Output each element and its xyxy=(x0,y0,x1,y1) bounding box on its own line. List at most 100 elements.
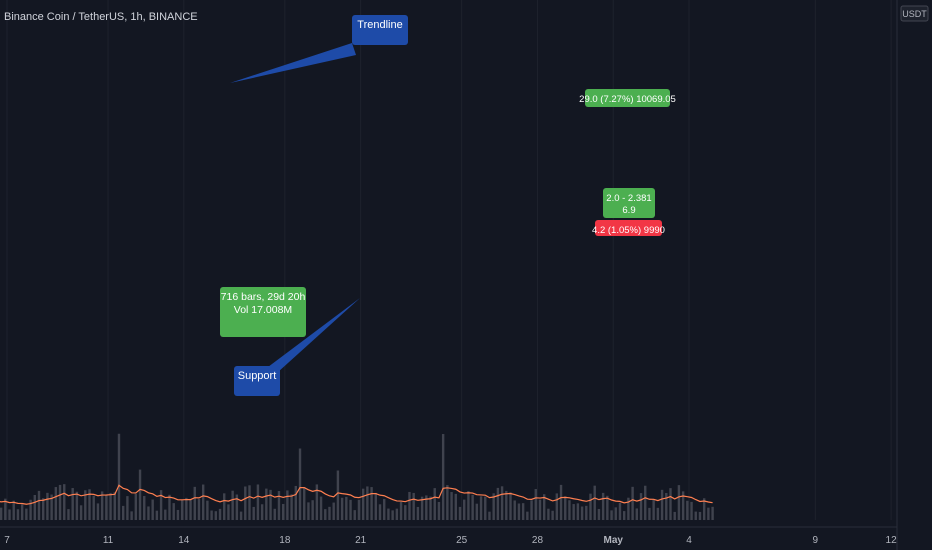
volume-bar xyxy=(244,486,247,520)
volume-bar xyxy=(214,511,218,520)
time-tick-label: 7 xyxy=(4,535,10,546)
volume-bar xyxy=(538,499,542,520)
volume-bar xyxy=(622,511,626,520)
volume-bar xyxy=(702,498,706,520)
volume-bar xyxy=(311,500,314,520)
volume-bar xyxy=(357,499,361,520)
volume-bar xyxy=(597,508,601,520)
volume-bar xyxy=(593,485,596,520)
volume-bar xyxy=(130,511,133,520)
volume-bar xyxy=(395,508,399,520)
volume-bar xyxy=(113,492,116,520)
volume-bar xyxy=(345,496,348,520)
volume-bar xyxy=(307,502,310,520)
volume-bar xyxy=(294,485,298,520)
price-axis xyxy=(897,0,932,550)
volume-bar xyxy=(601,492,605,520)
target-label xyxy=(585,89,670,107)
volume-bar xyxy=(16,509,20,520)
volume-bar xyxy=(54,487,58,520)
volume-bar xyxy=(12,500,15,520)
volume-bar xyxy=(29,499,32,520)
volume-bar xyxy=(589,493,592,520)
volume-bar xyxy=(117,433,121,520)
volume-bar xyxy=(164,509,167,520)
volume-bar xyxy=(542,494,546,520)
volume-bar xyxy=(698,511,702,520)
volume-bar xyxy=(84,490,87,520)
volume-bar xyxy=(686,500,689,520)
volume-bar xyxy=(425,495,428,520)
volume-bar xyxy=(197,499,201,520)
volume-bar xyxy=(673,511,676,520)
risk-reward-label-text: 2.0 - 2.381 xyxy=(606,193,651,204)
volume-bar xyxy=(450,492,453,520)
volume-bar xyxy=(176,509,180,520)
volume-bar xyxy=(201,484,205,520)
stop-label-text: 4.2 (1.05%) 9990 xyxy=(592,225,665,236)
volume-bar xyxy=(58,484,62,520)
currency-label: USDT xyxy=(902,9,927,19)
volume-ma-line xyxy=(0,484,713,505)
volume-bar xyxy=(159,490,163,520)
volume-bar xyxy=(231,490,234,520)
volume-bar xyxy=(235,494,239,520)
volume-bar xyxy=(46,492,49,520)
volume-bar xyxy=(92,495,95,520)
trendline-label xyxy=(352,15,408,45)
volume-bar xyxy=(8,509,11,520)
volume-bar xyxy=(484,496,487,520)
risk-reward-label xyxy=(603,188,655,218)
volume-bar xyxy=(644,485,647,520)
volume-bar xyxy=(496,487,500,520)
volume-bar xyxy=(555,493,559,520)
volume-bar xyxy=(206,500,209,520)
time-tick-label: May xyxy=(604,535,624,546)
volume-bar xyxy=(387,508,390,520)
volume-bar xyxy=(63,484,66,520)
volume-bar xyxy=(404,505,407,520)
volume-bar xyxy=(547,508,550,520)
volume-bar xyxy=(383,498,386,520)
time-tick-label: 21 xyxy=(355,535,367,546)
volume-bar xyxy=(711,506,714,520)
volume-bar xyxy=(349,499,352,520)
volume-bar xyxy=(218,508,222,520)
volume-bar xyxy=(143,496,146,520)
volume-bar xyxy=(193,486,196,520)
volume-bar xyxy=(467,491,470,520)
volume-layer xyxy=(0,433,714,520)
volume-bar xyxy=(269,489,272,520)
volume-bar xyxy=(580,506,584,520)
volume-bar xyxy=(631,486,634,520)
currency-badge[interactable] xyxy=(900,5,929,22)
target-label-text: 29.0 (7.27%) 10069.05 xyxy=(579,94,676,105)
volume-bar xyxy=(479,496,483,520)
volume-bar xyxy=(303,487,306,520)
volume-bar xyxy=(665,493,668,520)
volume-bar xyxy=(677,485,681,520)
volume-bar xyxy=(681,491,685,520)
volume-bar xyxy=(227,504,230,520)
stop-label xyxy=(595,220,662,236)
volume-bar xyxy=(25,508,28,520)
volume-bar xyxy=(408,491,411,520)
volume-bar xyxy=(521,503,525,520)
volume-bar xyxy=(471,494,474,520)
volume-bar xyxy=(100,491,104,520)
volume-bar xyxy=(370,487,373,520)
volume-bar xyxy=(391,510,394,520)
volume-bar xyxy=(639,493,643,520)
time-tick-label: 4 xyxy=(686,535,692,546)
volume-bar xyxy=(513,500,516,520)
volume-bar xyxy=(223,493,226,520)
volume-bar xyxy=(75,491,79,520)
volume-bar xyxy=(399,501,403,520)
volume-bar xyxy=(366,486,369,520)
volume-bar xyxy=(488,511,491,520)
volume-bar xyxy=(315,484,319,520)
volume-bar xyxy=(614,507,617,520)
volume-bar xyxy=(20,504,24,520)
